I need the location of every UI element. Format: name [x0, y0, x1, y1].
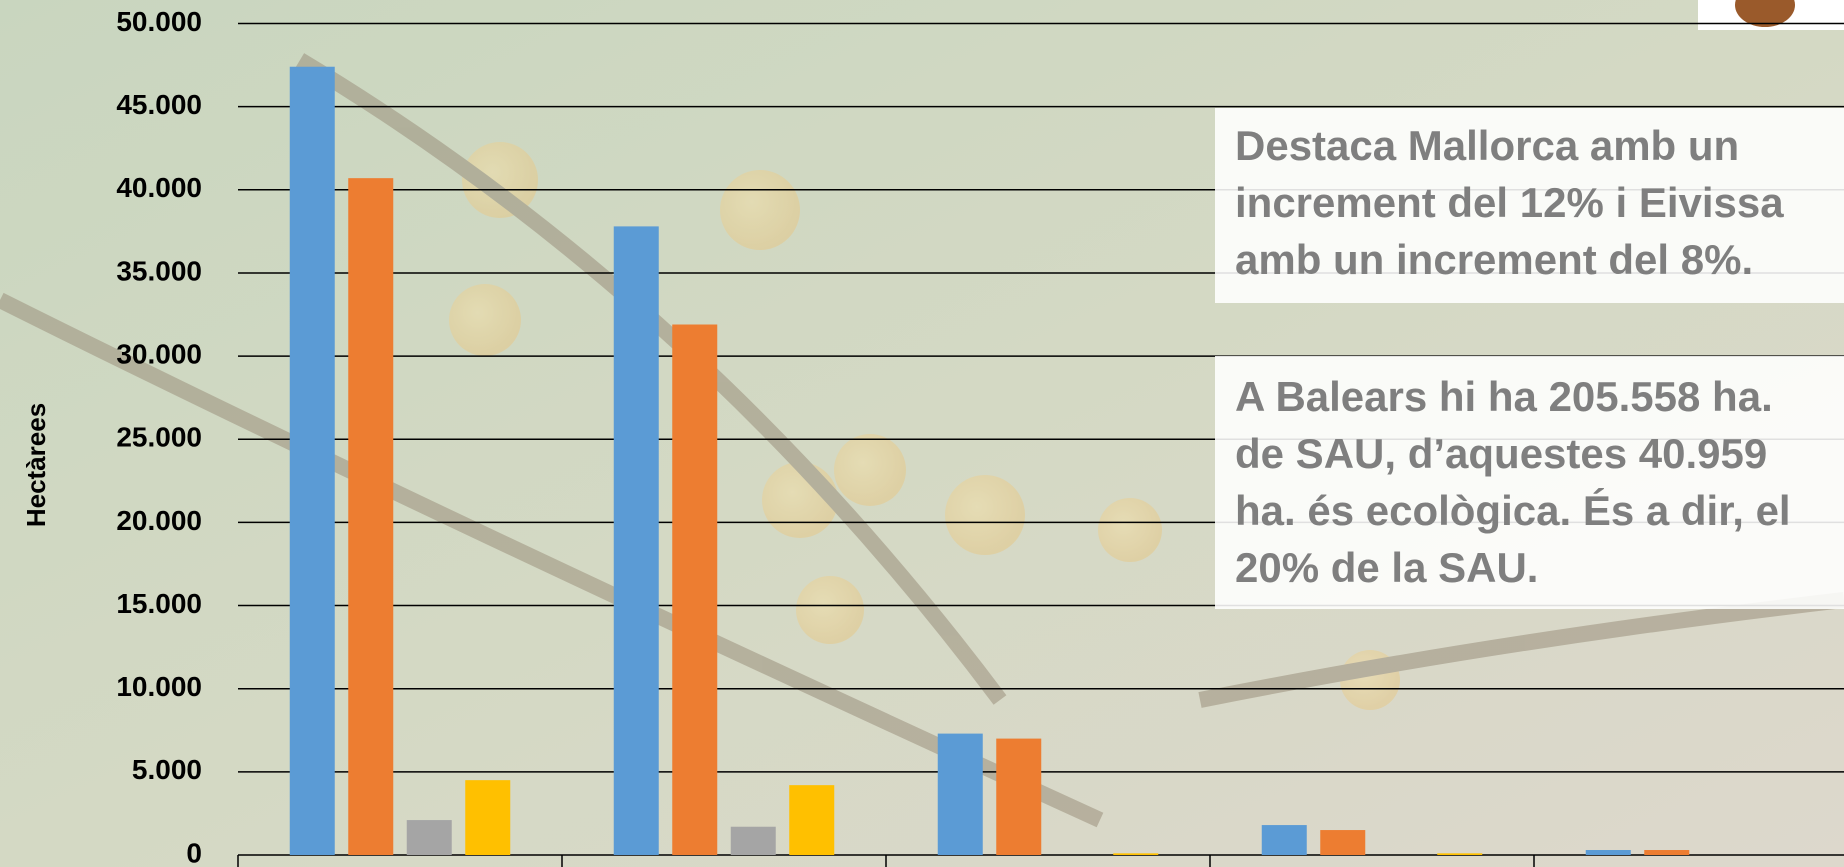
- y-axis-label: Hectàrees: [21, 403, 51, 527]
- annotation-text: Destaca Mallorca amb un: [1235, 122, 1739, 169]
- bar: [1585, 850, 1631, 855]
- annotation-text: amb un increment del 8%.: [1235, 236, 1753, 283]
- bar: [1437, 853, 1483, 855]
- annotation-text: de SAU, d’aquestes 40.959: [1235, 430, 1767, 477]
- bars: [289, 66, 1690, 856]
- bar: [289, 66, 335, 856]
- bar: [1261, 825, 1307, 855]
- bar: [1320, 830, 1366, 855]
- bar: [406, 820, 452, 855]
- bar: [613, 226, 659, 856]
- bar: [730, 826, 776, 855]
- bar: [937, 733, 983, 855]
- bar: [1644, 850, 1690, 855]
- labels: 0 5.000 10.000 15.000 20.000 25.000 30.000 35.0…: [116, 6, 1790, 867]
- y-tick-label: 10.000: [116, 671, 202, 702]
- bar: [789, 785, 835, 855]
- annotation-text: increment del 12% i Eivissa: [1235, 179, 1784, 226]
- annotation-text: A Balears hi ha 205.558 ha.: [1235, 373, 1773, 420]
- bar: [672, 324, 718, 855]
- y-tick-label: 50.000: [116, 6, 202, 37]
- bar: [465, 780, 511, 855]
- y-tick-label: 40.000: [116, 172, 202, 203]
- y-tick-label: 35.000: [116, 255, 202, 286]
- annotation-box: [1215, 108, 1844, 303]
- annotation-box: [1215, 356, 1844, 609]
- bar: [348, 178, 394, 855]
- bar: [996, 738, 1042, 855]
- y-tick-label: 15.000: [116, 588, 202, 619]
- annotation-text: 20% de la SAU.: [1235, 544, 1538, 591]
- y-tick-label: 0: [186, 837, 202, 867]
- annotation-text: ha. és ecològica. És a dir, el: [1235, 487, 1791, 534]
- y-tick-label: 45.000: [116, 89, 202, 120]
- y-tick-label: 5.000: [132, 754, 202, 785]
- y-tick-label: 25.000: [116, 422, 202, 453]
- corner-image: [1735, 0, 1795, 27]
- y-tick-label: 30.000: [116, 338, 202, 369]
- bar: [1113, 853, 1159, 855]
- y-tick-label: 20.000: [116, 505, 202, 536]
